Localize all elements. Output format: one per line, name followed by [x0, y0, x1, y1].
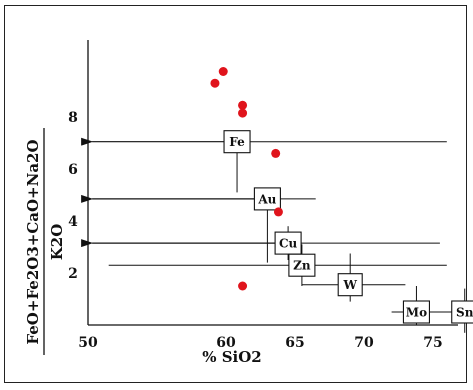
field-au: Au: [81, 187, 316, 263]
data-point: [238, 281, 248, 291]
deposit-fields: Fe Au Cu Zn W Mo Sn: [81, 130, 473, 333]
data-point: [271, 148, 281, 158]
field-box: [253, 187, 281, 211]
data-point: [238, 100, 248, 110]
y-axis-label: FeO+Fe2O3+CaO+Na2O K2O: [24, 128, 66, 355]
field-label: Au: [257, 192, 276, 206]
x-tick-label: 70: [354, 335, 374, 351]
field-w: W: [301, 253, 406, 302]
field-zn: Zn: [108, 244, 447, 286]
field-cu: Cu: [81, 226, 440, 260]
data-point: [210, 78, 220, 88]
y-tick-label: 8: [68, 110, 78, 126]
field-box: [274, 231, 302, 255]
tick-labels: 50 60 65 70 75 2 4 6 8: [68, 110, 443, 351]
field-label: Cu: [279, 237, 298, 251]
field-label: Fe: [229, 135, 245, 149]
y-tick-label: 6: [68, 162, 78, 178]
field-sn: Sn: [433, 288, 473, 333]
data-points: [210, 67, 283, 291]
field-label: Mo: [406, 306, 427, 320]
x-tick-label: 50: [78, 335, 98, 351]
field-box: [451, 300, 473, 324]
x-tick-label: 60: [216, 335, 236, 351]
x-tick-label: 75: [423, 335, 442, 351]
axes: [87, 40, 458, 326]
x-axis-label: % SiO2: [202, 348, 262, 366]
field-box: [288, 253, 316, 277]
data-point: [238, 108, 248, 118]
field-box: [223, 130, 251, 154]
x-tick-label: 65: [285, 335, 304, 351]
field-fe: Fe: [81, 130, 447, 193]
field-box: [402, 300, 430, 324]
field-label: Sn: [456, 306, 473, 320]
field-mo: Mo: [391, 286, 447, 325]
chart-frame: [4, 5, 467, 383]
y-axis-label-numerator: FeO+Fe2O3+CaO+Na2O: [24, 139, 42, 344]
y-tick-label: 4: [68, 214, 78, 230]
data-point: [218, 67, 228, 76]
field-label: W: [342, 278, 357, 292]
data-point: [273, 207, 283, 217]
y-tick-label: 2: [68, 266, 78, 282]
y-axis-label-denominator: K2O: [48, 224, 66, 261]
field-label: Zn: [293, 259, 311, 273]
field-box: [337, 273, 363, 297]
